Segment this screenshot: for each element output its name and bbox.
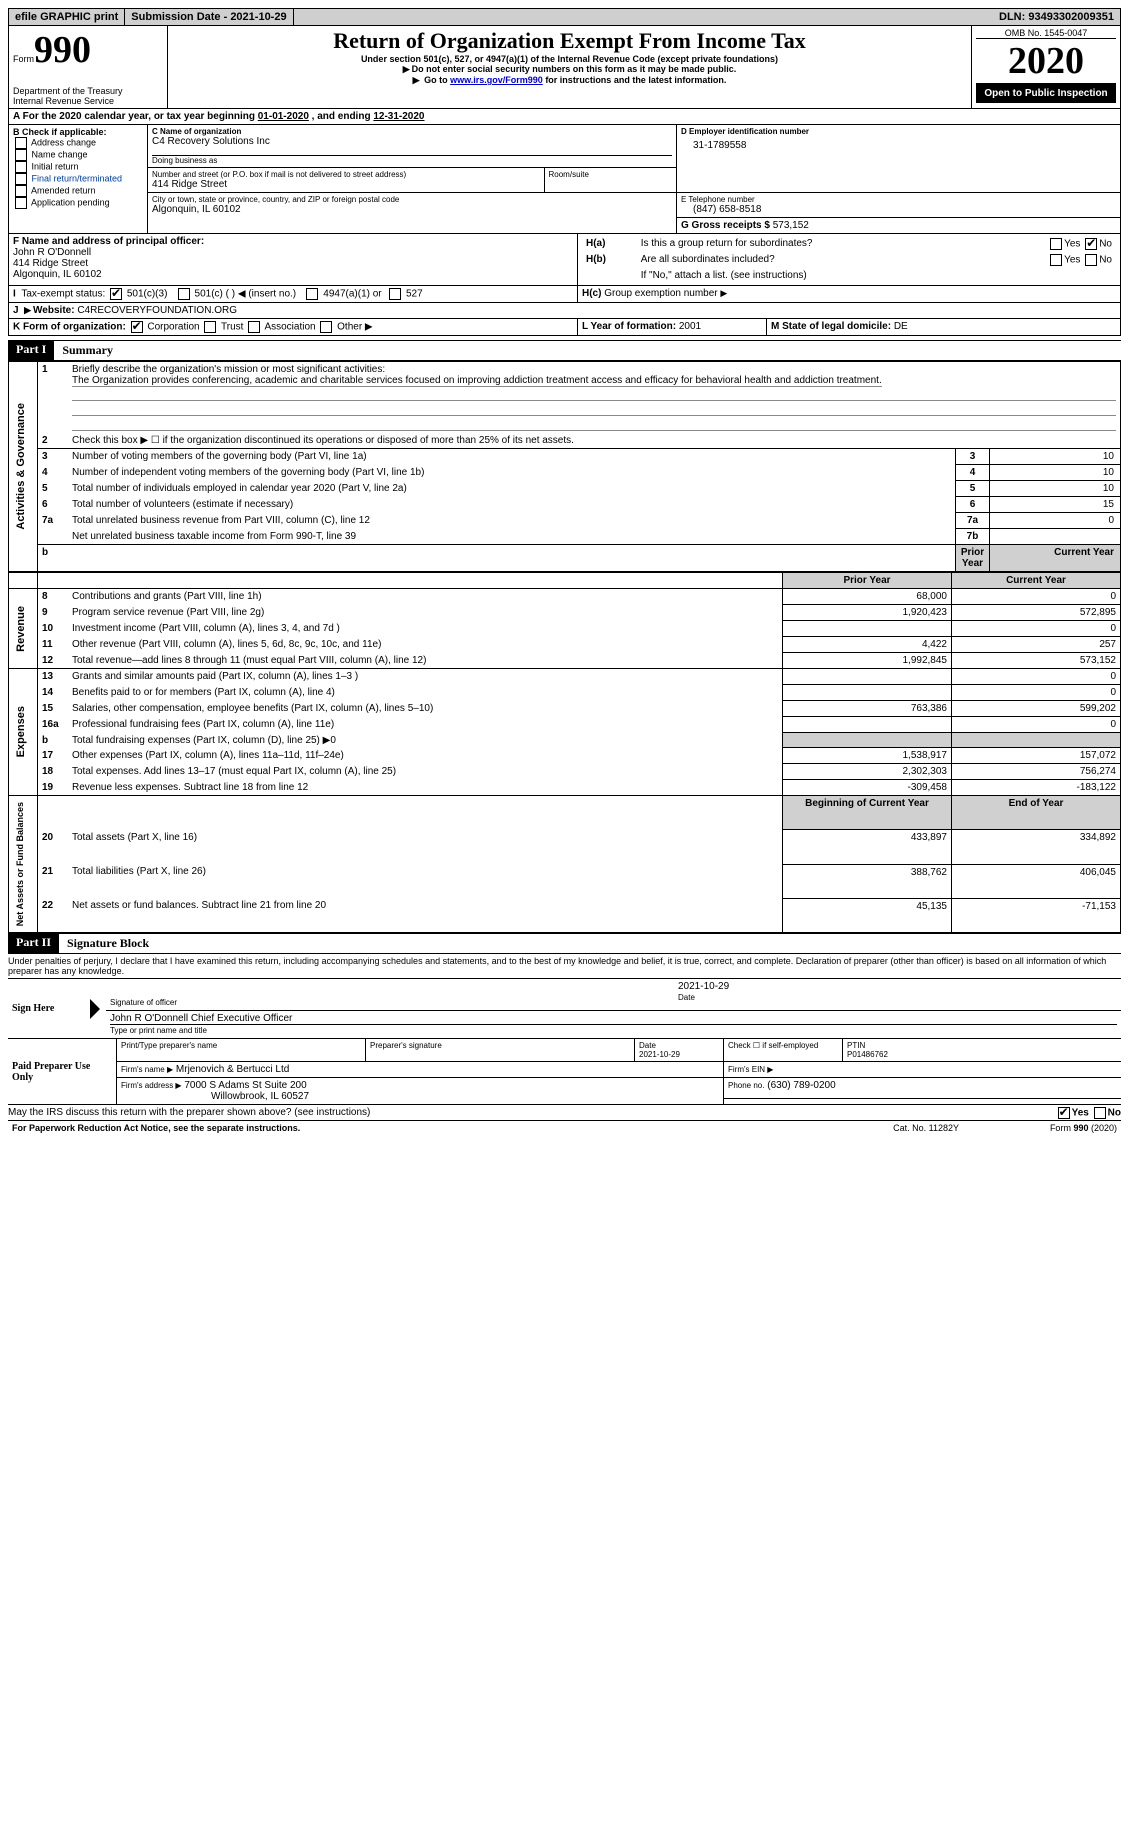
room-label: Room/suite bbox=[544, 168, 676, 192]
state-domicile: DE bbox=[894, 321, 908, 332]
entity-block: B Check if applicable: Address change Na… bbox=[8, 124, 1121, 234]
dept-treasury: Department of the Treasury bbox=[13, 86, 163, 96]
chk-initial-return[interactable] bbox=[15, 161, 27, 173]
website-value: C4RECOVERYFOUNDATION.ORG bbox=[77, 305, 237, 316]
chk-discuss-yes[interactable] bbox=[1058, 1107, 1070, 1119]
chk-527[interactable] bbox=[389, 288, 401, 300]
chk-other[interactable] bbox=[320, 321, 332, 333]
open-inspection: Open to Public Inspection bbox=[976, 84, 1116, 103]
ein-value: 31-1789558 bbox=[693, 140, 1116, 151]
chk-501c3[interactable] bbox=[110, 288, 122, 300]
city-value: Algonquin, IL 60102 bbox=[152, 204, 672, 215]
box-f-label: F Name and address of principal officer: bbox=[13, 236, 204, 247]
chk-name-change[interactable] bbox=[15, 149, 27, 161]
box-g-label: G Gross receipts $ bbox=[681, 220, 770, 231]
officer-block: F Name and address of principal officer:… bbox=[8, 234, 1121, 286]
chk-ha-no[interactable] bbox=[1085, 238, 1097, 250]
form-subtitle: Under section 501(c), 527, or 4947(a)(1)… bbox=[172, 54, 967, 64]
chk-hb-no[interactable] bbox=[1085, 254, 1097, 266]
tax-status-block: I Tax-exempt status: 501(c)(3) 501(c) ( … bbox=[8, 286, 1121, 303]
officer-sig-name: John R O'Donnell Chief Executive Officer bbox=[110, 1013, 1117, 1025]
org-name: C4 Recovery Solutions Inc bbox=[152, 136, 672, 147]
line1-label: Briefly describe the organization's miss… bbox=[72, 364, 385, 375]
note-goto-pre: Go to bbox=[424, 75, 450, 85]
omb-number: OMB No. 1545-0047 bbox=[976, 28, 1116, 39]
side-governance: Activities & Governance bbox=[13, 399, 29, 534]
line2-text: Check this box ▶ ☐ if the organization d… bbox=[68, 433, 1121, 449]
side-revenue: Revenue bbox=[13, 602, 29, 656]
year-formation: 2001 bbox=[679, 321, 701, 332]
chk-trust[interactable] bbox=[204, 321, 216, 333]
chk-501c[interactable] bbox=[178, 288, 190, 300]
firm-addr1: 7000 S Adams St Suite 200 bbox=[184, 1080, 306, 1091]
mission-text: The Organization provides conferencing, … bbox=[72, 375, 882, 387]
form-label: Form bbox=[13, 54, 34, 64]
sign-here-label: Sign Here bbox=[8, 979, 86, 1039]
summary-numeric: Prior Year Current Year Revenue 8Contrib… bbox=[8, 572, 1121, 933]
goto-arrow bbox=[413, 75, 422, 85]
ptin-value: P01486762 bbox=[847, 1050, 888, 1059]
dba-label: Doing business as bbox=[152, 155, 672, 165]
chk-4947[interactable] bbox=[306, 288, 318, 300]
box-e-label: E Telephone number bbox=[681, 195, 1116, 204]
side-expenses: Expenses bbox=[13, 702, 29, 761]
officer-city: Algonquin, IL 60102 bbox=[13, 269, 102, 280]
hb-label: Are all subordinates included? bbox=[637, 252, 988, 268]
note-ssn: Do not enter social security numbers on … bbox=[172, 64, 967, 75]
chk-assoc[interactable] bbox=[248, 321, 260, 333]
sign-arrow-icon bbox=[90, 999, 100, 1019]
part-i-header: Part I Summary bbox=[8, 340, 1121, 361]
side-netassets: Net Assets or Fund Balances bbox=[13, 798, 27, 930]
submission-date: Submission Date - 2021-10-29 bbox=[125, 9, 293, 25]
chk-discuss-no[interactable] bbox=[1094, 1107, 1106, 1119]
form-header: Form990 Department of the Treasury Inter… bbox=[8, 26, 1121, 109]
hc-label: Group exemption number bbox=[604, 288, 717, 299]
irs-link[interactable]: www.irs.gov/Form990 bbox=[450, 75, 543, 85]
box-i-label: Tax-exempt status: bbox=[21, 289, 105, 300]
dln: DLN: 93493302009351 bbox=[993, 9, 1120, 25]
efile-print-button[interactable]: efile GRAPHIC print bbox=[9, 9, 125, 25]
ha-label: Is this a group return for subordinates? bbox=[637, 236, 988, 252]
firm-phone: (630) 789-0200 bbox=[767, 1080, 835, 1091]
part-ii-header: Part II Signature Block bbox=[8, 933, 1121, 954]
top-bar: efile GRAPHIC print Submission Date - 20… bbox=[8, 8, 1121, 26]
irs-label: Internal Revenue Service bbox=[13, 96, 163, 106]
box-b-label: B Check if applicable: bbox=[13, 127, 143, 137]
city-label: City or town, state or province, country… bbox=[152, 195, 672, 204]
chk-hb-yes[interactable] bbox=[1050, 254, 1062, 266]
box-d-label: D Employer identification number bbox=[681, 127, 1116, 136]
paid-preparer-block: Paid Preparer Use Only Print/Type prepar… bbox=[8, 1039, 1121, 1105]
sign-here-block: Sign Here Signature of officer 2021-10-2… bbox=[8, 978, 1121, 1039]
chk-final-return[interactable] bbox=[15, 173, 27, 185]
tax-year: 2020 bbox=[976, 39, 1116, 84]
officer-name: John R O'Donnell bbox=[13, 247, 91, 258]
paid-prep-label: Paid Preparer Use Only bbox=[8, 1039, 117, 1105]
street: 414 Ridge Street bbox=[152, 179, 540, 190]
summary-table: Activities & Governance 1 Briefly descri… bbox=[8, 361, 1121, 572]
gross-receipts: 573,152 bbox=[773, 220, 809, 231]
chk-amended[interactable] bbox=[15, 185, 27, 197]
chk-corp[interactable] bbox=[131, 321, 143, 333]
addr-label: Number and street (or P.O. box if mail i… bbox=[152, 170, 540, 179]
klm-row: K Form of organization: Corporation Trus… bbox=[8, 319, 1121, 336]
box-c-name-label: C Name of organization bbox=[152, 127, 672, 136]
footer-row: For Paperwork Reduction Act Notice, see … bbox=[8, 1121, 1121, 1135]
note-goto-post: for instructions and the latest informat… bbox=[545, 75, 726, 85]
discuss-row: May the IRS discuss this return with the… bbox=[8, 1105, 1121, 1121]
hb-note: If "No," attach a list. (see instruction… bbox=[637, 268, 1116, 283]
telephone: (847) 658-8518 bbox=[693, 204, 1116, 215]
form-number: 990 bbox=[34, 29, 91, 71]
chk-ha-yes[interactable] bbox=[1050, 238, 1062, 250]
chk-address-change[interactable] bbox=[15, 137, 27, 149]
form-title: Return of Organization Exempt From Incom… bbox=[172, 28, 967, 54]
website-row: J Website: C4RECOVERYFOUNDATION.ORG bbox=[8, 303, 1121, 319]
firm-addr2: Willowbrook, IL 60527 bbox=[211, 1091, 309, 1102]
penalties-text: Under penalties of perjury, I declare th… bbox=[8, 954, 1121, 978]
period-line: A For the 2020 calendar year, or tax yea… bbox=[8, 109, 1121, 124]
officer-street: 414 Ridge Street bbox=[13, 258, 88, 269]
chk-app-pending[interactable] bbox=[15, 197, 27, 209]
firm-name: Mrjenovich & Bertucci Ltd bbox=[176, 1064, 289, 1075]
